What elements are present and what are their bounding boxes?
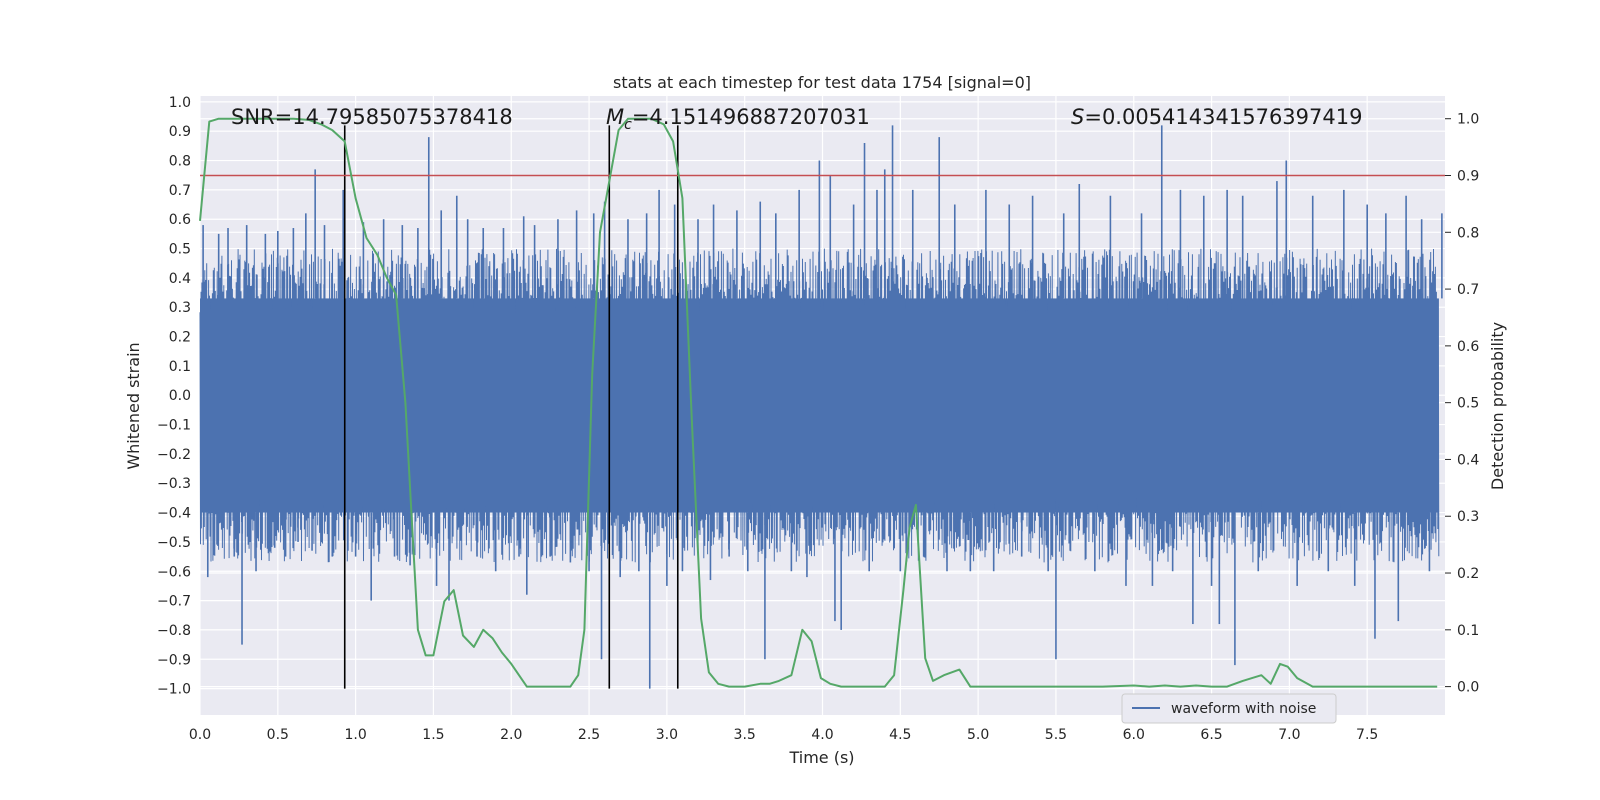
- y2-tick-label: 0.9: [1457, 169, 1479, 185]
- y-tick-label: −0.3: [157, 476, 191, 492]
- y-tick-label: −0.1: [157, 418, 191, 434]
- y2-tick-label: 0.4: [1457, 452, 1479, 468]
- x-tick-label: 0.0: [189, 727, 211, 743]
- legend: waveform with noise: [1121, 693, 1337, 724]
- x-tick-label: 5.0: [967, 727, 989, 743]
- y-tick-label: 1.0: [169, 95, 191, 111]
- x-tick-label: 2.5: [578, 727, 600, 743]
- y2-tick-label: 1.0: [1457, 112, 1479, 128]
- y2-axis-label: Detection probability: [1488, 322, 1507, 490]
- s-symbol: S: [1071, 105, 1084, 129]
- s-annotation: S=0.005414341576397419: [1071, 105, 1362, 129]
- mc-symbol: M: [606, 105, 624, 129]
- y-tick-label: 0.4: [169, 271, 191, 287]
- y-axis-label: Whitened strain: [124, 342, 143, 469]
- mc-subscript: c: [624, 117, 632, 133]
- y-tick-label: 0.6: [169, 212, 191, 228]
- y-tick-label: 0.1: [169, 359, 191, 375]
- y2-tick-label: 0.8: [1457, 225, 1479, 241]
- x-tick-label: 2.0: [500, 727, 522, 743]
- x-tick-label: 1.0: [344, 727, 366, 743]
- s-value: =0.005414341576397419: [1084, 105, 1362, 129]
- waveform-line: [199, 248, 1440, 563]
- mc-value: =4.151496887207031: [632, 105, 870, 129]
- x-tick-label: 3.0: [656, 727, 678, 743]
- y-tick-label: −1.0: [157, 682, 191, 698]
- chart-title: stats at each timestep for test data 175…: [613, 73, 1031, 92]
- y-tick-label: −0.8: [157, 623, 191, 639]
- y2-tick-label: 0.3: [1457, 509, 1479, 525]
- detection-probability-series: [199, 117, 1438, 688]
- x-tick-label: 1.5: [422, 727, 444, 743]
- y-tick-label: −0.4: [157, 506, 191, 522]
- y-tick-label: 0.2: [169, 330, 191, 346]
- x-tick-label: 7.0: [1278, 727, 1300, 743]
- y2-tick-label: 0.2: [1457, 566, 1479, 582]
- mc-annotation: Mc=4.151496887207031: [606, 105, 870, 133]
- x-tick-label: 3.5: [734, 727, 756, 743]
- y2-axis-ticks: 1.0 0.9 0.8 0.7 0.6 0.5 0.4 0.3 0.2 0.1 0.0: [1445, 112, 1479, 696]
- x-tick-label: 7.5: [1356, 727, 1378, 743]
- y-tick-label: 0.3: [169, 300, 191, 316]
- y-tick-label: −0.7: [157, 594, 191, 610]
- x-tick-label: 6.0: [1123, 727, 1145, 743]
- y-tick-label: 0.9: [169, 124, 191, 140]
- x-axis-ticks: 0.0 0.5 1.0 1.5 2.0 2.5 3.0 3.5 4.0 4.5 5.0 5.5 6.0 6…: [189, 727, 1378, 743]
- detection-probability-line: [199, 117, 1438, 688]
- y2-tick-label: 0.5: [1457, 396, 1479, 412]
- vertical-markers: [343, 125, 679, 689]
- legend-box: [1121, 693, 1337, 724]
- y-tick-label: 0.7: [169, 183, 191, 199]
- x-tick-label: 0.5: [267, 727, 289, 743]
- y-tick-label: −0.5: [157, 535, 191, 551]
- y-tick-label: 0.0: [169, 388, 191, 404]
- y2-tick-label: 0.1: [1457, 623, 1479, 639]
- y-tick-label: −0.9: [157, 652, 191, 668]
- y2-tick-label: 0.7: [1457, 282, 1479, 298]
- y-tick-label: 0.5: [169, 242, 191, 258]
- y-tick-label: 0.8: [169, 154, 191, 170]
- x-tick-label: 6.5: [1200, 727, 1222, 743]
- y2-tick-label: 0.0: [1457, 680, 1479, 696]
- legend-entry-waveform: waveform with noise: [1171, 701, 1316, 717]
- y-tick-label: −0.2: [157, 447, 191, 463]
- snr-annotation: SNR=14.79585075378418: [231, 105, 513, 129]
- x-tick-label: 5.5: [1045, 727, 1067, 743]
- x-axis-label: Time (s): [788, 748, 854, 767]
- y-tick-label: −0.6: [157, 564, 191, 580]
- x-tick-label: 4.0: [811, 727, 833, 743]
- x-tick-label: 4.5: [889, 727, 911, 743]
- y-axis-ticks: 1.0 0.9 0.8 0.7 0.6 0.5 0.4 0.3 0.2 0.1 0.0 −0.1 −0.…: [157, 95, 191, 698]
- y2-tick-label: 0.6: [1457, 339, 1479, 355]
